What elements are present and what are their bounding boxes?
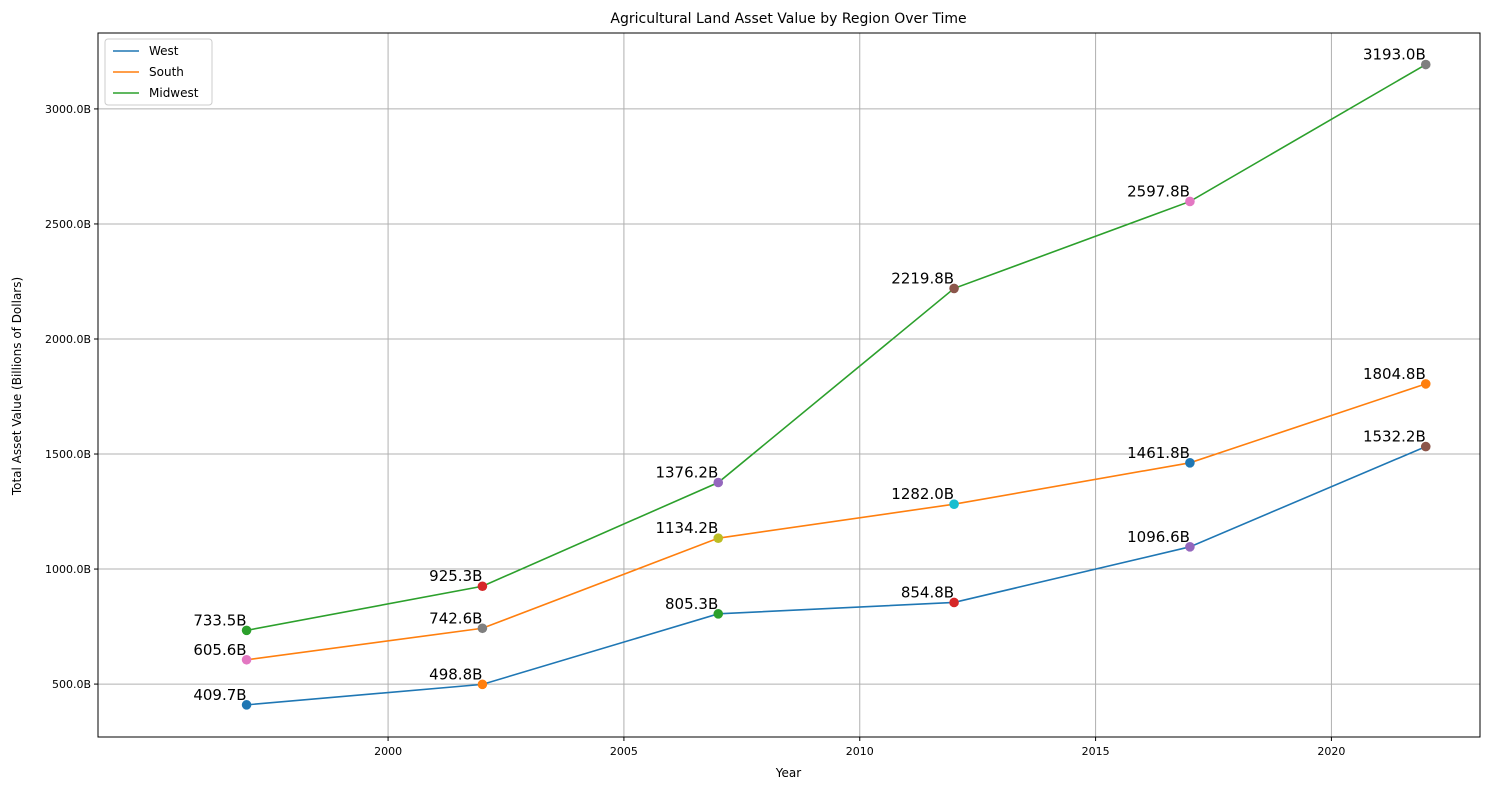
data-label-west: 1096.6B [1127, 528, 1190, 546]
y-tick-label: 2000.0B [45, 333, 91, 346]
series-line-west [246, 445, 1427, 706]
data-label-west: 1532.2B [1363, 428, 1426, 446]
y-tick-label: 2500.0B [45, 218, 91, 231]
data-point-midwest [241, 625, 252, 636]
data-point-south [949, 499, 959, 509]
tick-layer: 2000 2005 2010 2015 2020 500.0B 1000.0B 1500.0B… [45, 103, 1345, 758]
data-label-west: 805.3B [665, 595, 718, 613]
legend: West South Midwest [104, 38, 213, 106]
data-point-midwest [1185, 196, 1195, 207]
data-label-south: 1804.8B [1363, 365, 1426, 383]
grid-layer [98, 33, 1480, 737]
data-label-midwest: 1376.2B [655, 464, 718, 482]
data-label-layer: 409.7B 498.8B 805.3B 854.8B 1096.6B 1532.2B 60… [193, 46, 1425, 704]
data-point-midwest [949, 283, 959, 294]
data-label-south: 1282.0B [891, 485, 954, 503]
legend-label-west: West [149, 44, 179, 58]
x-tick-label: 2000 [374, 745, 402, 758]
data-label-west: 854.8B [901, 583, 954, 601]
y-tick-label: 1000.0B [45, 563, 91, 576]
y-tick-label: 500.0B [52, 678, 91, 691]
y-axis-label: Total Asset Value (Billions of Dollars) [10, 277, 24, 496]
data-point-south [477, 623, 488, 634]
data-point-midwest [1420, 59, 1431, 70]
chart-title: Agricultural Land Asset Value by Region … [610, 11, 966, 27]
data-label-midwest: 733.5B [193, 611, 246, 629]
data-label-midwest: 3193.0B [1363, 46, 1426, 64]
legend-label-south: South [149, 65, 184, 79]
data-point-south [241, 654, 252, 665]
data-point-south [1420, 379, 1431, 389]
data-label-south: 1461.8B [1127, 444, 1190, 462]
series-line-south [246, 383, 1427, 661]
data-label-midwest: 925.3B [429, 567, 482, 585]
x-tick-label: 2005 [610, 745, 638, 758]
data-point-west [1185, 542, 1195, 552]
data-point-midwest [477, 581, 488, 592]
plot-frame [97, 32, 1481, 738]
legend-label-midwest: Midwest [149, 86, 199, 100]
data-point-west [1420, 441, 1431, 452]
y-tick-label: 1500.0B [45, 448, 91, 461]
data-label-west: 498.8B [429, 665, 482, 683]
data-point-west [713, 609, 724, 619]
x-tick-label: 2010 [846, 745, 874, 758]
data-point-west [477, 679, 488, 690]
y-tick-label: 3000.0B [45, 103, 91, 116]
data-label-midwest: 2597.8B [1127, 182, 1190, 200]
data-label-south: 1134.2B [655, 519, 718, 537]
data-point-south [713, 533, 724, 543]
data-point-west [949, 597, 959, 608]
data-label-west: 409.7B [193, 686, 246, 704]
series-layer [241, 59, 1431, 710]
series-line-midwest [246, 63, 1427, 632]
data-label-midwest: 2219.8B [891, 269, 954, 287]
data-label-south: 742.6B [429, 609, 482, 627]
legend-box [104, 38, 213, 106]
x-axis-label: Year [775, 766, 801, 780]
data-point-west [241, 700, 252, 710]
data-point-south [1185, 458, 1195, 468]
x-tick-label: 2015 [1082, 745, 1110, 758]
data-label-south: 605.6B [193, 641, 246, 659]
data-point-midwest [713, 477, 724, 488]
x-tick-label: 2020 [1317, 745, 1345, 758]
